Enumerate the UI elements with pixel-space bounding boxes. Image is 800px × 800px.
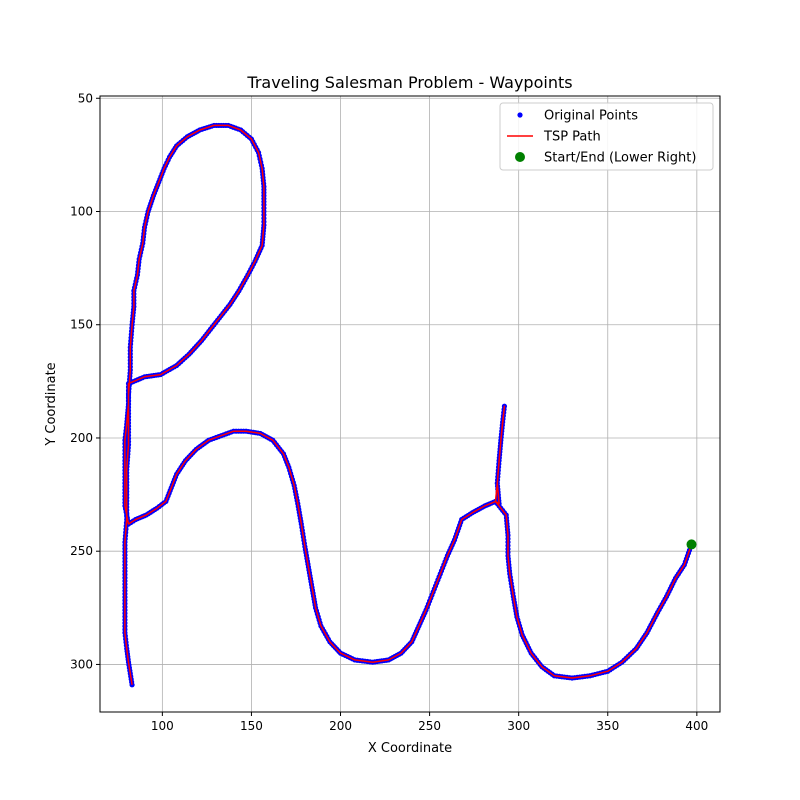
x-tick-label: 350 xyxy=(596,719,619,733)
tsp-path-line xyxy=(124,124,693,685)
x-tick-label: 100 xyxy=(151,719,174,733)
y-tick-label: 100 xyxy=(70,205,93,219)
chart-title: Traveling Salesman Problem - Waypoints xyxy=(246,73,572,92)
legend: Original Points TSP Path Start/End (Lower … xyxy=(499,102,714,171)
x-tick-label: 200 xyxy=(329,719,352,733)
legend-box xyxy=(499,102,714,171)
legend-symbol-start-end xyxy=(515,152,525,162)
x-axis-label: X Coordinate xyxy=(368,741,452,756)
x-tick-label: 150 xyxy=(240,719,263,733)
start-end-marker xyxy=(686,539,697,550)
y-tick-label: 50 xyxy=(78,91,93,105)
y-tick-label: 150 xyxy=(70,318,93,332)
y-tick-label: 200 xyxy=(70,431,93,445)
x-tick-label: 400 xyxy=(685,719,708,733)
legend-label: TSP Path xyxy=(543,130,601,145)
legend-label: Original Points xyxy=(544,109,638,124)
x-tick-label: 300 xyxy=(507,719,530,733)
waypoint xyxy=(129,682,135,688)
axis-ticks: 100 150 200 250 300 350 400 50 100 150 200 250 300 xyxy=(70,91,708,733)
x-tick-label: 250 xyxy=(418,719,441,733)
y-tick-label: 300 xyxy=(70,657,93,671)
y-axis-label: Y Coordinate xyxy=(44,362,59,446)
legend-label: Start/End (Lower Right) xyxy=(544,151,696,166)
y-tick-label: 250 xyxy=(70,544,93,558)
grid-lines xyxy=(100,96,720,712)
plot-series xyxy=(122,122,697,688)
legend-symbol-original-points xyxy=(517,112,523,118)
plot-frame xyxy=(99,95,721,713)
